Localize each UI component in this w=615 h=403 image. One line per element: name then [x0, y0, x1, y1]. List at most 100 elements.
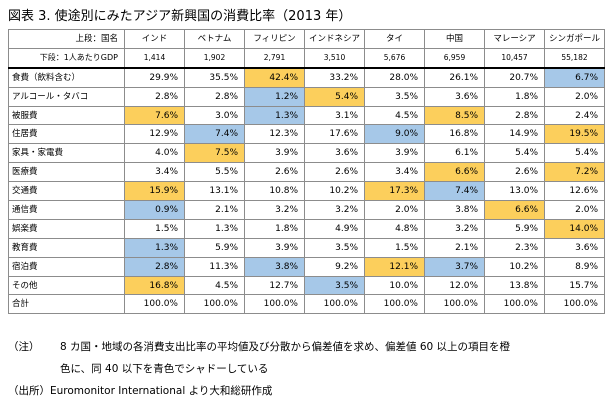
row-label: 通信費 [8, 200, 125, 220]
table-cell: 100.0% [484, 294, 545, 315]
table-cell: 0.9% [124, 200, 185, 220]
table-cell: 2.3% [484, 237, 545, 258]
table-cell: 16.8% [124, 275, 185, 296]
table-cell: 6.6% [484, 200, 545, 220]
gdp-value: 55,182 [544, 47, 605, 69]
table-cell: 3.6% [544, 237, 605, 258]
table-row: 合計 100.0% 100.0% 100.0% 100.0% 100.0% 100.0% 10… [8, 294, 605, 315]
row-label: 住居費 [8, 124, 125, 145]
table-cell: 1.3% [124, 237, 185, 258]
table-cell: 3.5% [304, 275, 365, 296]
table-cell: 35.5% [184, 66, 245, 88]
table-cell: 100.0% [244, 294, 305, 315]
table-cell: 3.9% [244, 237, 305, 258]
table-cell: 2.6% [244, 162, 305, 183]
table-cell: 13.1% [184, 181, 245, 202]
table-cell: 7.2% [544, 162, 605, 183]
table-cell: 5.4% [304, 86, 365, 107]
table-cell: 2.4% [544, 105, 605, 126]
table-cell: 100.0% [424, 294, 485, 315]
table-cell: 1.5% [364, 237, 425, 258]
table-cell: 29.9% [124, 66, 185, 88]
table-cell: 7.4% [424, 181, 485, 202]
country-header: ベトナム [184, 29, 245, 49]
country-header: インド [124, 29, 185, 49]
gdp-value: 2,791 [244, 47, 305, 69]
table-cell: 11.3% [184, 256, 245, 277]
table-row: 教育費 1.3% 5.9% 3.9% 3.5% 1.5% 2.1% 2.3% 3.6% [8, 237, 605, 258]
gdp-value: 6,959 [424, 47, 485, 69]
table-cell: 12.6% [544, 181, 605, 202]
table-row: 宿泊費 2.8% 11.3% 3.8% 9.2% 12.1% 3.7% 10.2% 8.9% [8, 256, 605, 277]
table-cell: 42.4% [244, 66, 305, 88]
table-row: 住居費 12.9% 7.4% 12.3% 17.6% 9.0% 16.8% 14.9% 19.5… [8, 124, 605, 145]
gdp-label-header: 下段：1人あたりGDP [8, 47, 125, 69]
table-cell: 7.5% [184, 143, 245, 164]
table-cell: 9.2% [304, 256, 365, 277]
table-cell: 5.4% [484, 143, 545, 164]
row-label: 食費（飲料含む） [8, 66, 125, 88]
row-label-header: 上段：国名 [8, 29, 125, 49]
table-cell: 15.7% [544, 275, 605, 296]
table-cell: 4.5% [364, 105, 425, 126]
table-cell: 3.8% [424, 200, 485, 220]
table-cell: 100.0% [364, 294, 425, 315]
table-cell: 17.6% [304, 124, 365, 145]
table-cell: 1.3% [244, 105, 305, 126]
gdp-value: 1,414 [124, 47, 185, 69]
table-cell: 8.5% [424, 105, 485, 126]
country-header: マレーシア [484, 29, 545, 49]
country-header: インドネシア [304, 29, 365, 49]
row-label: 合計 [8, 294, 125, 315]
table-cell: 26.1% [424, 66, 485, 88]
table-cell: 3.7% [424, 256, 485, 277]
table-cell: 2.1% [184, 200, 245, 220]
table-cell: 2.0% [544, 200, 605, 220]
table-cell: 6.6% [424, 162, 485, 183]
table-cell: 14.0% [544, 218, 605, 239]
table-cell: 3.9% [364, 143, 425, 164]
table-cell: 5.9% [184, 237, 245, 258]
table-cell: 16.8% [424, 124, 485, 145]
table-cell: 3.6% [424, 86, 485, 107]
table-body: 上段：国名 インド ベトナム フィリピン インドネシア タイ 中国 マレーシア シンガポール … [8, 29, 605, 315]
table-cell: 3.5% [364, 86, 425, 107]
table-cell: 3.4% [364, 162, 425, 183]
gdp-value: 10,457 [484, 47, 545, 69]
country-header: シンガポール [544, 29, 605, 49]
table-cell: 3.6% [304, 143, 365, 164]
table-cell: 28.0% [364, 66, 425, 88]
table-cell: 3.9% [244, 143, 305, 164]
table-cell: 6.1% [424, 143, 485, 164]
table-row: 被服費 7.6% 3.0% 1.3% 3.1% 4.5% 8.5% 2.8% 2.4% [8, 105, 605, 126]
row-label: 宿泊費 [8, 256, 125, 277]
table-cell: 3.2% [244, 200, 305, 220]
table-cell: 2.6% [304, 162, 365, 183]
country-header: タイ [364, 29, 425, 49]
table-cell: 3.8% [244, 256, 305, 277]
table-cell: 2.0% [544, 86, 605, 107]
table-cell: 4.9% [304, 218, 365, 239]
table-cell: 100.0% [184, 294, 245, 315]
table-cell: 7.6% [124, 105, 185, 126]
table-cell: 14.9% [484, 124, 545, 145]
country-header: 中国 [424, 29, 485, 49]
source-note: （出所）Euromonitor International より大和総研作成 [8, 385, 273, 397]
table-cell: 3.1% [304, 105, 365, 126]
table-cell: 9.0% [364, 124, 425, 145]
table-cell: 100.0% [304, 294, 365, 315]
gdp-value: 5,676 [364, 47, 425, 69]
row-label: 娯楽費 [8, 218, 125, 239]
table-cell: 5.9% [484, 218, 545, 239]
table-cell: 33.2% [304, 66, 365, 88]
table-cell: 17.3% [364, 181, 425, 202]
gdp-value: 3,510 [304, 47, 365, 69]
table-cell: 5.4% [544, 143, 605, 164]
table-cell: 2.8% [184, 86, 245, 107]
table-row: アルコール・タバコ 2.8% 2.8% 1.2% 5.4% 3.5% 3.6% 1.8% 2.0… [8, 86, 605, 107]
table-cell: 2.6% [484, 162, 545, 183]
table-cell: 12.9% [124, 124, 185, 145]
row-label: 教育費 [8, 237, 125, 258]
note-line-1: 8 カ国・地域の各消費支出比率の平均値及び分散から偏差値を求め、偏差値 60 以… [60, 341, 511, 353]
table-cell: 2.0% [364, 200, 425, 220]
